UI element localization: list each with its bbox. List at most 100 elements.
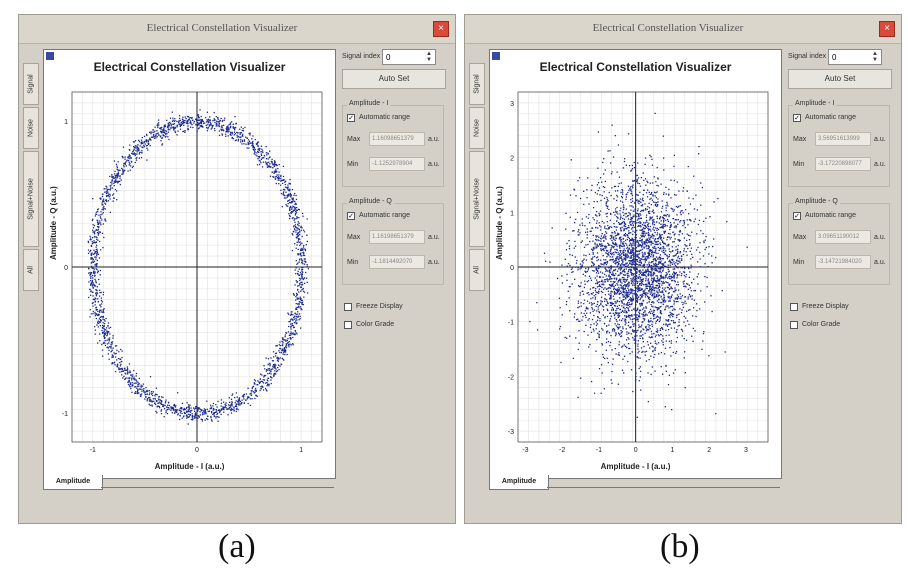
data-point [621, 310, 624, 312]
data-point [200, 121, 203, 124]
data-point [109, 175, 111, 178]
data-point [659, 262, 662, 264]
data-point [201, 409, 203, 411]
data-point [254, 138, 256, 141]
spin-arrows-icon[interactable]: ▲ ▼ [426, 51, 432, 63]
data-point [96, 221, 99, 224]
data-point [295, 203, 297, 205]
data-point [667, 328, 670, 331]
data-point [235, 139, 238, 141]
data-point [296, 227, 298, 229]
data-point [306, 234, 308, 236]
data-point [199, 125, 201, 127]
data-point [92, 197, 94, 200]
data-point [648, 281, 650, 283]
tab-all[interactable]: All [469, 249, 485, 291]
data-point [166, 404, 169, 406]
data-point [301, 247, 303, 250]
data-point [186, 115, 189, 118]
data-point [644, 207, 647, 210]
data-point [620, 332, 622, 334]
data-point [217, 118, 219, 120]
data-point [630, 273, 633, 275]
data-point [656, 300, 658, 302]
color-grade-checkbox[interactable] [344, 321, 352, 329]
tab-noise[interactable]: Noise [23, 107, 39, 149]
automatic-range-checkbox[interactable]: ✓ [347, 114, 355, 122]
data-point [158, 398, 160, 400]
data-point [274, 176, 276, 178]
data-point [231, 403, 233, 405]
tab-signal[interactable]: Signal [469, 63, 485, 105]
data-point [618, 290, 620, 292]
automatic-range-checkbox[interactable]: ✓ [347, 212, 355, 220]
tab-amplitude[interactable]: Amplitude [43, 475, 103, 490]
data-point [627, 133, 630, 135]
title-bar[interactable]: Electrical Constellation Visualizer × [19, 15, 455, 44]
data-point [669, 323, 671, 325]
data-point [153, 131, 155, 134]
data-point [249, 398, 252, 400]
data-point [607, 340, 610, 343]
data-point [638, 202, 640, 205]
data-point [130, 388, 132, 390]
data-point [106, 332, 108, 334]
i-min-field[interactable]: -1.1252978904 [369, 157, 425, 171]
title-bar[interactable]: Electrical Constellation Visualizer × [465, 15, 901, 44]
data-point [649, 324, 651, 327]
data-point [270, 369, 272, 371]
data-point [641, 274, 643, 277]
data-point [609, 256, 611, 258]
data-point [160, 401, 163, 403]
data-point [657, 282, 660, 285]
q-min-field[interactable]: -1.1814492070 [369, 255, 425, 269]
data-point [648, 251, 650, 253]
data-point [231, 136, 234, 139]
data-point [646, 221, 648, 224]
tab-noise[interactable]: Noise [469, 107, 485, 149]
close-icon[interactable]: × [879, 21, 895, 37]
data-point [641, 304, 643, 306]
data-point [657, 296, 659, 298]
data-point [171, 412, 174, 414]
data-point [151, 404, 153, 406]
data-point [690, 247, 692, 249]
data-point [190, 122, 192, 125]
data-point [201, 420, 204, 422]
data-point [637, 177, 640, 179]
data-point [235, 392, 238, 394]
q-max-field[interactable]: 1.16198651379 [369, 230, 425, 244]
data-point [97, 313, 100, 315]
data-point [169, 123, 172, 125]
i-max-field[interactable]: 1.16098651379 [369, 132, 425, 146]
tab-all[interactable]: All [23, 249, 39, 291]
data-point [585, 324, 587, 327]
data-point [288, 321, 290, 323]
tab-signal[interactable]: Signal [23, 63, 39, 105]
auto-set-button[interactable]: Auto Set [342, 69, 446, 89]
data-point [619, 308, 622, 311]
data-point [646, 196, 649, 198]
data-point [586, 237, 588, 239]
tab-signal-noise[interactable]: Signal+Noise [23, 151, 39, 247]
data-point [671, 250, 674, 252]
data-point [628, 283, 630, 285]
data-point [281, 357, 283, 360]
data-point [565, 303, 568, 306]
data-point [136, 380, 138, 383]
data-point [606, 278, 608, 280]
plot-menu-icon[interactable] [492, 52, 500, 60]
freeze-display-checkbox[interactable] [344, 303, 352, 311]
plot-menu-icon[interactable] [46, 52, 54, 60]
close-icon[interactable]: × [433, 21, 449, 37]
data-point [262, 382, 265, 384]
symbol-index-stepper[interactable]: 0 ▲ ▼ [382, 49, 436, 65]
data-point [680, 296, 682, 298]
tab-signal-noise[interactable]: Signal+Noise [469, 151, 485, 247]
data-point [136, 156, 138, 159]
data-point [111, 349, 113, 351]
data-point [102, 193, 104, 195]
data-point [158, 396, 160, 398]
data-point [277, 167, 279, 170]
data-point [290, 194, 292, 196]
